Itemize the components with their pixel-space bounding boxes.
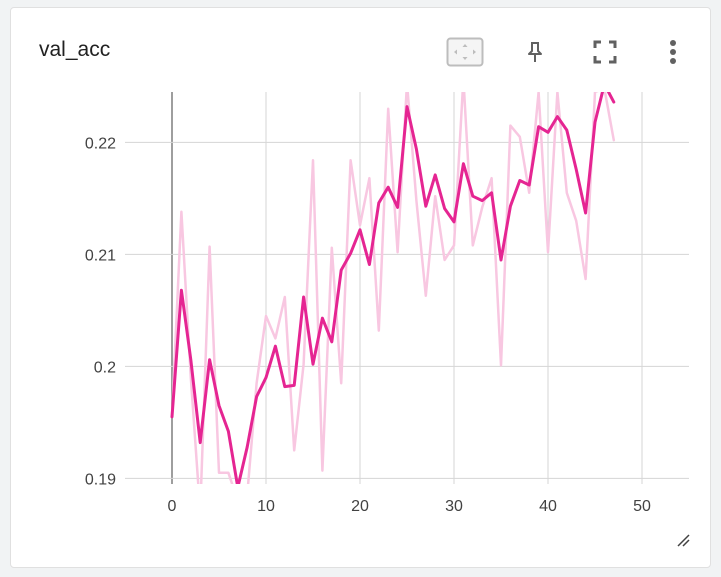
x-tick-label: 40 (539, 498, 557, 515)
smoothed-series-line (170, 92, 616, 484)
more-vert-icon[interactable] (661, 36, 685, 68)
x-tick-label: 10 (257, 498, 275, 515)
y-tick-label: 0.19 (85, 471, 116, 488)
pin-icon[interactable] (519, 36, 551, 68)
chart-card: val_acc 0 10 20 30 40 50 0.19 0.2 0.21 0.22 (10, 7, 711, 568)
y-tick-label: 0.21 (85, 247, 116, 264)
fullscreen-icon[interactable] (589, 36, 621, 68)
x-tick-label: 30 (445, 498, 463, 515)
y-tick-label: 0.22 (85, 135, 116, 152)
series-group (170, 92, 616, 484)
x-tick-label: 20 (351, 498, 369, 515)
resize-handle-icon[interactable] (674, 531, 690, 547)
x-tick-label: 0 (168, 498, 177, 515)
chart-title: val_acc (39, 38, 111, 61)
y-tick-label: 0.2 (94, 359, 116, 376)
line-chart[interactable]: 0 10 20 30 40 50 0.19 0.2 0.21 0.22 (11, 8, 710, 567)
raw-series-line (170, 92, 616, 484)
series-group (170, 92, 616, 484)
x-tick-label: 50 (633, 498, 651, 515)
fit-domain-icon[interactable] (445, 36, 485, 68)
